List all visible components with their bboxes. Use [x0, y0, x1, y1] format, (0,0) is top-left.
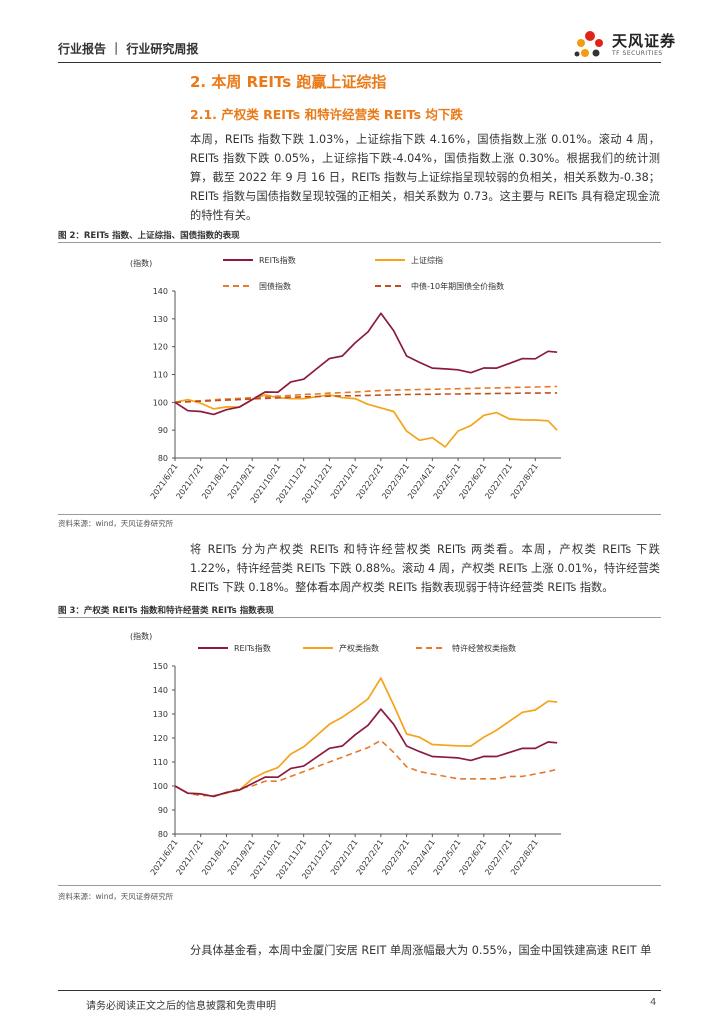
- series-line-REITs指数: [174, 312, 558, 416]
- y-tick-label: 120: [153, 734, 168, 743]
- brand-subtitle: TF SECURITIES: [612, 50, 663, 57]
- figure-3-bottom-rule: [58, 885, 661, 886]
- report-header-title: 行业报告 ｜ 行业研究周报: [58, 42, 199, 56]
- y-tick-label: 80: [158, 830, 168, 839]
- legend-label: 特许经营权类指数: [452, 643, 516, 653]
- footer-disclaimer: 请务必阅读正文之后的信息披露和免责申明: [86, 1001, 276, 1012]
- legend-label: REITs指数: [234, 643, 271, 653]
- paragraph-reits-split: 将 REITs 分为产权类 REITs 和特许经营权类 REITs 两类看。本周…: [190, 543, 660, 594]
- y-tick-label: 130: [153, 710, 168, 719]
- figure-2-source: 资料来源：wind，天风证券研究所: [58, 519, 174, 528]
- series-line-REITs指数: [174, 708, 558, 798]
- flower-logo-icon: [574, 31, 603, 57]
- y-tick-label: 80: [158, 454, 168, 463]
- legend-label: 产权类指数: [339, 643, 379, 653]
- y-tick-label: 90: [158, 806, 168, 815]
- y-tick-label: 110: [153, 758, 168, 767]
- legend-label: 国债指数: [259, 281, 291, 291]
- figure-3-title: 图 3：产权类 REITs 指数和特许经营类 REITs 指数表现: [58, 606, 274, 616]
- y-tick-label: 140: [153, 287, 168, 296]
- figure-3-source: 资料来源：wind，天风证券研究所: [58, 892, 174, 901]
- page-number: 4: [650, 997, 657, 1008]
- y-axis-title: (指数): [130, 258, 152, 268]
- brand-logo: [568, 26, 678, 62]
- figure-3-top-rule: [58, 617, 661, 618]
- series-line-产权类指数: [174, 677, 558, 798]
- paragraph-fund-detail: 分具体基金看，本周中金厦门安居 REIT 单周涨幅最大为 0.55%，国金中国铁…: [190, 944, 652, 957]
- figure-2-title: 图 2：REITs 指数、上证综指、国债指数的表现: [58, 231, 240, 241]
- series-line-国债指数: [174, 385, 558, 404]
- y-tick-label: 100: [153, 398, 168, 407]
- figure-2-bottom-rule: [58, 514, 661, 515]
- y-tick-label: 120: [153, 343, 168, 352]
- series-line-上证综指: [174, 393, 558, 448]
- figure-2-chart: (指数)80901001101201301402021/6/212021/7/2…: [130, 255, 561, 505]
- y-tick-label: 100: [153, 782, 168, 791]
- legend-label: 上证综指: [411, 255, 443, 265]
- footer-divider: [58, 990, 661, 991]
- y-tick-label: 90: [158, 426, 168, 435]
- y-tick-label: 130: [153, 315, 168, 324]
- brand-name: 天风证券: [612, 32, 677, 50]
- y-tick-label: 150: [153, 662, 168, 671]
- y-tick-label: 110: [153, 371, 168, 380]
- figure-2-top-rule: [58, 242, 661, 243]
- series-line-特许经营权类指数: [174, 739, 558, 797]
- legend-label: 中债-10年期国债全价指数: [411, 281, 504, 291]
- paragraph-weekly-summary: 本周，REITs 指数下跌 1.03%，上证综指下跌 4.16%，国债指数上涨 …: [190, 133, 660, 222]
- legend-label: REITs指数: [259, 255, 296, 265]
- header-divider: [58, 62, 661, 63]
- y-axis-title: (指数): [130, 631, 152, 641]
- y-tick-label: 140: [153, 686, 168, 695]
- figure-3-chart: (指数)80901001101201301401502021/6/212021/…: [130, 631, 561, 881]
- subsection-heading: 2.1. 产权类 REITs 和特许经营类 REITs 均下跌: [190, 107, 463, 122]
- section-heading: 2. 本周 REITs 跑赢上证综指: [190, 73, 387, 91]
- series-line-中债-10年期国债全价指数: [174, 392, 558, 404]
